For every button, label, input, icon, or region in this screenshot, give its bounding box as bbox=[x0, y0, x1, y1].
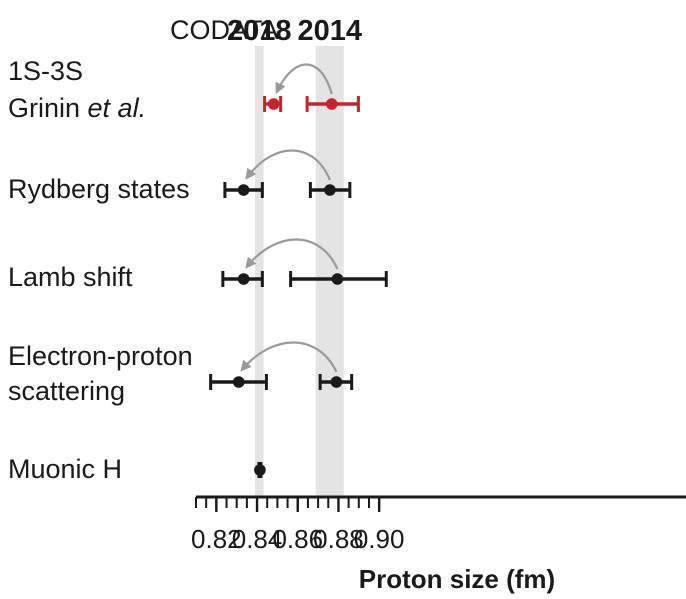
shift-arrow bbox=[245, 238, 339, 270]
row-label: Rydberg states bbox=[8, 174, 190, 204]
x-tick-label: 0.86 bbox=[272, 524, 323, 554]
row-label: Electron-proton bbox=[8, 341, 193, 371]
shift-arrow bbox=[275, 63, 333, 95]
data-point bbox=[330, 376, 343, 388]
data-point bbox=[324, 184, 336, 196]
codata-band-2018 bbox=[255, 46, 264, 497]
codata-year-2018: 2018 bbox=[227, 15, 292, 47]
x-tick-label: 0.90 bbox=[354, 524, 405, 554]
measurement-rows bbox=[209, 96, 388, 478]
row-label: Muonic H bbox=[8, 454, 122, 484]
row-label: Grinin et al. bbox=[8, 93, 146, 123]
measurement-row bbox=[209, 374, 354, 390]
data-point bbox=[237, 273, 250, 285]
measurement-row bbox=[263, 96, 360, 112]
row-label: scattering bbox=[8, 376, 125, 406]
data-point bbox=[237, 184, 250, 196]
data-point bbox=[325, 98, 338, 110]
shift-arrow bbox=[245, 149, 331, 181]
x-axis-label: Proton size (fm) bbox=[359, 564, 555, 594]
x-tick-label: 0.84 bbox=[232, 524, 283, 554]
header-label: CODATA bbox=[170, 15, 279, 45]
measurement-row bbox=[254, 462, 266, 478]
shift-arrow bbox=[240, 341, 338, 373]
row-label: Lamb shift bbox=[8, 262, 133, 292]
x-tick-label: 0.88 bbox=[313, 524, 364, 554]
measurement-row bbox=[221, 271, 388, 287]
data-point bbox=[232, 376, 245, 388]
data-point bbox=[254, 464, 266, 476]
x-axis: 0.820.840.860.880.90 bbox=[191, 495, 686, 554]
codata-year-2014: 2014 bbox=[297, 15, 362, 47]
measurement-row bbox=[223, 182, 352, 198]
x-tick-label: 0.82 bbox=[191, 524, 242, 554]
row-label: 1S-3S bbox=[8, 56, 83, 86]
shift-arrows bbox=[240, 63, 339, 373]
row-label-part: Grinin bbox=[8, 93, 88, 123]
codata-bands bbox=[255, 46, 344, 497]
data-point bbox=[331, 273, 344, 285]
codata-year-labels: 2018 2014 bbox=[227, 15, 362, 47]
row-labels: 1S-3S Grinin et al. Rydberg states Lamb shi… bbox=[8, 56, 193, 484]
codata-band-2014 bbox=[315, 46, 344, 497]
data-point bbox=[267, 98, 280, 110]
row-label-part: et al. bbox=[88, 93, 147, 123]
